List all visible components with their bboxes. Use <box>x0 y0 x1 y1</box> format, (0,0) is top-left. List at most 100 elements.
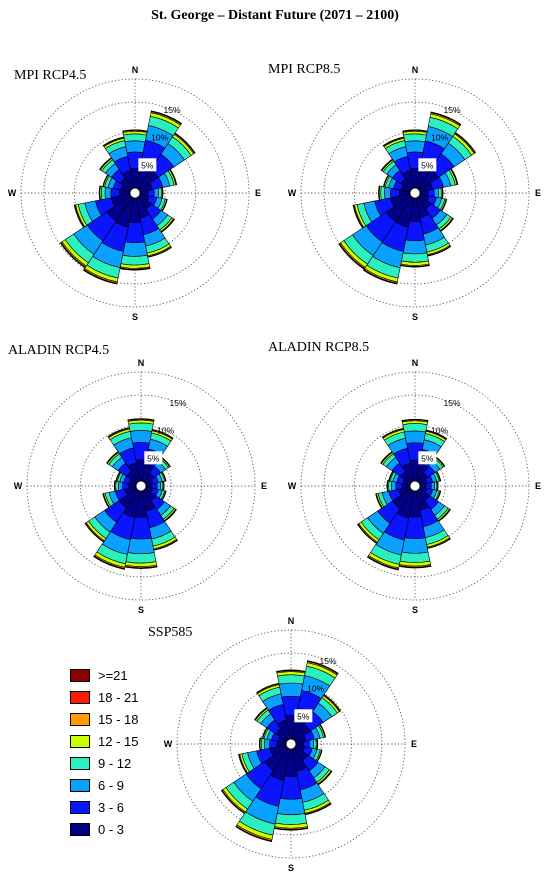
legend-label: 12 - 15 <box>98 734 139 749</box>
petal-segment <box>454 131 477 154</box>
petal-segment <box>118 481 124 491</box>
petal-segment <box>401 537 429 554</box>
wind-rose-aladin-rcp85: 5% 10% 15% N E S W <box>288 358 541 615</box>
petal-segment <box>352 204 364 229</box>
compass-label: W <box>288 481 297 491</box>
panel-title-ssp585: SSP585 <box>148 625 193 640</box>
compass-label: S <box>138 605 144 615</box>
compass-label: W <box>164 739 173 749</box>
ring-label: 10% <box>151 133 168 143</box>
grid-ring <box>384 162 446 224</box>
petal-segment <box>375 493 383 509</box>
legend-swatch <box>70 735 90 748</box>
legend-item: 18 - 21 <box>70 689 190 711</box>
grid-ring <box>229 682 353 806</box>
petal-segment <box>274 813 308 825</box>
calm-center <box>409 480 421 492</box>
ring-label: 15% <box>163 105 180 115</box>
legend-swatch <box>70 757 90 770</box>
petal-segment <box>123 133 147 143</box>
ring-label: 15% <box>443 105 460 115</box>
legend-label: 18 - 21 <box>98 690 139 705</box>
petal-segment <box>174 132 196 154</box>
petal-segment <box>386 480 388 492</box>
petal-segment <box>384 186 392 200</box>
petal-segment <box>82 269 118 285</box>
legend-swatch <box>70 801 90 814</box>
ring-label: 5% <box>141 160 154 170</box>
petal-segment <box>235 826 272 843</box>
grid-ring <box>384 455 446 517</box>
compass-label: W <box>14 481 23 491</box>
petal-segment <box>169 168 178 186</box>
petal-segment <box>430 111 462 125</box>
ring-label: 5% <box>421 453 434 463</box>
ring-label-bg <box>138 158 157 172</box>
petal-segment <box>107 427 130 438</box>
legend-swatch <box>70 779 90 792</box>
petal-segment <box>104 186 112 200</box>
calm-center <box>285 738 297 750</box>
grid-ring <box>110 455 172 517</box>
ring-label-bg <box>418 158 437 172</box>
petal-segment <box>59 242 86 269</box>
wind-rose-ssp585: 5% 10% 15% N E S W <box>164 616 417 873</box>
petal-segment <box>403 430 427 444</box>
petal-segment <box>382 136 405 147</box>
compass-label: N <box>288 616 295 626</box>
ring-label: 5% <box>421 160 434 170</box>
petal-segment <box>127 418 155 421</box>
petal-segment <box>278 682 304 698</box>
petal-segment <box>128 422 154 432</box>
wind-rose-mpi-rcp85: 5% 10% 15% N E S W <box>288 65 541 322</box>
panel-title-aladin-rcp85: ALADIN RCP8.5 <box>268 340 370 355</box>
petal-segment <box>161 471 167 482</box>
petal-segment <box>113 480 116 492</box>
legend-item: 12 - 15 <box>70 733 190 755</box>
petal-segment <box>436 470 442 482</box>
petal-segment <box>319 723 326 738</box>
legend-item: 6 - 9 <box>70 777 190 799</box>
legend-label: 0 - 3 <box>98 822 125 837</box>
petal-segment <box>401 418 429 421</box>
ring-label: 10% <box>157 426 174 436</box>
ring-label: 15% <box>319 656 336 666</box>
petal-segment <box>84 522 105 543</box>
petal-segment <box>156 481 162 491</box>
legend-item: 3 - 6 <box>70 799 190 821</box>
compass-label: S <box>412 605 418 615</box>
ring-label-bg <box>294 709 313 723</box>
legend-swatch <box>70 713 90 726</box>
petal-segment <box>367 556 399 571</box>
compass-label: E <box>255 188 261 198</box>
petal-segment <box>401 252 429 263</box>
compass-label: E <box>535 188 541 198</box>
ring-label: 10% <box>307 684 324 694</box>
petal-segment <box>380 185 386 201</box>
petal-segment <box>276 797 306 816</box>
compass-label: N <box>412 358 419 368</box>
grid-ring <box>353 424 477 548</box>
calm-center <box>409 187 421 199</box>
petal-segment <box>256 682 280 694</box>
petal-segment <box>356 523 378 545</box>
petal-segment <box>391 481 397 491</box>
petal-segment <box>129 430 153 444</box>
compass-label: W <box>288 188 297 198</box>
ring-label-bg <box>144 451 163 465</box>
grid-ring <box>73 131 197 255</box>
ring-label: 5% <box>297 711 310 721</box>
petal-segment <box>124 140 146 154</box>
legend-label: 6 - 9 <box>98 778 125 793</box>
wind-rose-aladin-rcp45: 5% 10% 15% N E S W <box>14 358 267 615</box>
petal-segment <box>259 737 261 751</box>
calm-center <box>129 187 141 199</box>
wind-rose-mpi-rcp45: 5% 10% 15% N E S W <box>8 65 261 322</box>
compass-label: S <box>412 312 418 322</box>
petal-segment <box>120 254 150 266</box>
petal-segment <box>98 185 101 201</box>
petal-segment <box>381 427 404 438</box>
petal-segment <box>404 140 426 154</box>
petal-segment <box>362 269 398 285</box>
legend-item: 0 - 3 <box>70 821 190 843</box>
